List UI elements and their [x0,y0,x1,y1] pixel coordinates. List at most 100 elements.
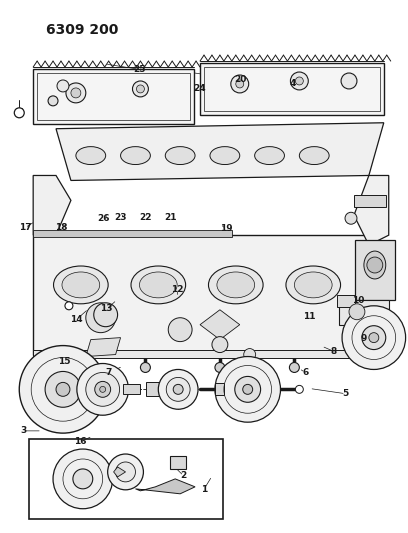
Ellipse shape [255,147,284,165]
Circle shape [166,377,190,401]
Circle shape [45,372,81,407]
Bar [33,230,232,237]
Circle shape [19,345,106,433]
Polygon shape [354,175,389,245]
Bar [170,456,186,469]
Text: 4: 4 [290,79,296,88]
Text: 12: 12 [171,285,184,294]
Circle shape [86,303,115,333]
Circle shape [244,349,256,360]
Circle shape [133,81,149,97]
Polygon shape [113,467,126,477]
Circle shape [289,362,299,373]
Text: 5: 5 [343,389,349,398]
Text: 14: 14 [70,315,83,324]
Circle shape [168,318,192,342]
Polygon shape [200,310,240,340]
Polygon shape [56,123,384,181]
Text: 23: 23 [114,213,126,222]
Bar [355,240,395,300]
Circle shape [369,333,379,343]
Circle shape [57,80,69,92]
Circle shape [231,75,249,93]
Circle shape [115,462,135,482]
Circle shape [235,376,261,402]
Text: 16: 16 [74,437,86,446]
Circle shape [14,108,24,118]
Text: 26: 26 [98,214,110,223]
Circle shape [212,337,228,352]
Circle shape [362,326,386,350]
Circle shape [71,88,81,98]
Text: 19: 19 [220,224,233,233]
Circle shape [349,304,365,320]
Text: 22: 22 [139,213,151,222]
Text: 7: 7 [106,368,112,377]
Circle shape [66,83,86,103]
Circle shape [140,362,151,373]
Circle shape [77,364,129,415]
Circle shape [95,382,111,397]
Circle shape [56,382,70,397]
Text: 18: 18 [55,223,68,232]
Text: 13: 13 [100,304,113,313]
Ellipse shape [286,266,341,304]
Circle shape [236,80,244,88]
Ellipse shape [76,147,106,165]
Polygon shape [135,479,195,494]
Ellipse shape [62,272,100,298]
Bar [37,73,190,120]
Ellipse shape [208,266,263,304]
Ellipse shape [210,147,240,165]
Circle shape [136,85,144,93]
Bar [33,235,371,354]
Text: 20: 20 [234,75,247,84]
Circle shape [73,469,93,489]
Ellipse shape [165,147,195,165]
Ellipse shape [121,147,151,165]
Circle shape [65,302,73,310]
Circle shape [367,257,383,273]
Circle shape [86,373,120,406]
Circle shape [295,77,303,85]
Text: 6309 200: 6309 200 [46,23,118,37]
Text: 11: 11 [303,312,316,321]
Circle shape [215,357,280,422]
Circle shape [94,303,118,327]
Ellipse shape [299,147,329,165]
Text: 8: 8 [330,347,337,356]
Ellipse shape [140,272,177,298]
Text: 15: 15 [58,358,71,367]
Bar [200,63,384,115]
Text: 21: 21 [164,213,177,222]
Text: 25: 25 [133,64,145,74]
Circle shape [53,449,113,508]
Ellipse shape [131,266,186,304]
Circle shape [173,384,183,394]
Polygon shape [33,175,71,235]
Bar [339,300,389,325]
Text: 24: 24 [194,84,206,93]
Circle shape [108,454,144,490]
Bar [33,69,194,124]
Circle shape [100,386,106,392]
Bar [122,384,140,394]
Circle shape [243,384,253,394]
Circle shape [342,306,406,369]
Ellipse shape [217,272,255,298]
Text: 1: 1 [201,484,207,494]
Circle shape [48,96,58,106]
Bar [29,439,223,519]
Text: 6: 6 [302,368,308,377]
Text: 10: 10 [352,296,364,305]
Text: 2: 2 [181,471,187,480]
Text: 9: 9 [361,334,367,343]
Bar [146,382,162,397]
Polygon shape [86,337,121,357]
Circle shape [290,72,308,90]
Text: 3: 3 [20,426,27,435]
Circle shape [158,369,198,409]
Ellipse shape [364,251,386,279]
Bar [337,295,355,307]
Bar [354,196,386,207]
